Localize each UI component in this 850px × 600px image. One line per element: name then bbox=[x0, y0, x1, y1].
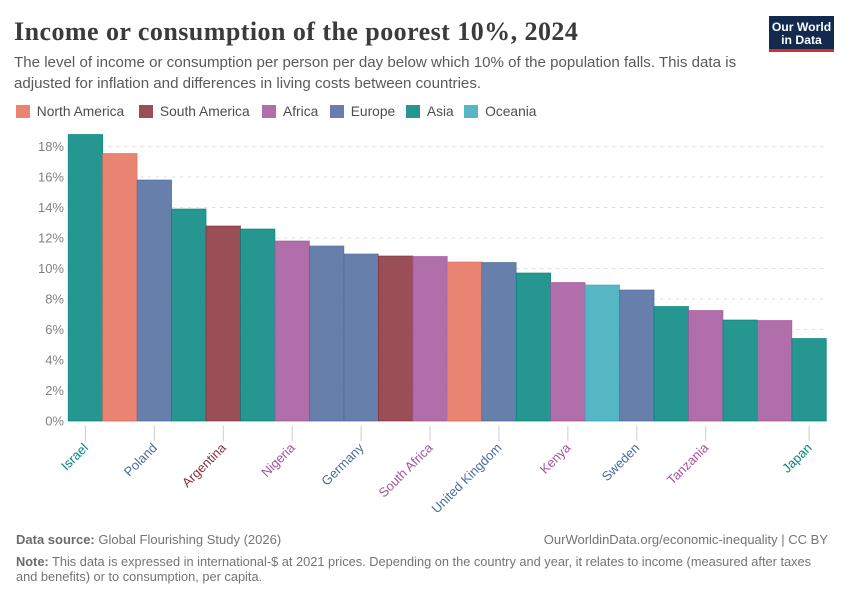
svg-text:Japan: Japan bbox=[779, 440, 815, 476]
svg-text:Nigeria: Nigeria bbox=[258, 440, 298, 480]
svg-text:Germany: Germany bbox=[318, 440, 367, 489]
svg-text:United Kingdom: United Kingdom bbox=[429, 440, 505, 516]
svg-text:6%: 6% bbox=[45, 322, 64, 337]
svg-text:10%: 10% bbox=[38, 261, 64, 276]
svg-text:12%: 12% bbox=[38, 230, 64, 245]
svg-text:14%: 14% bbox=[38, 200, 64, 215]
svg-text:2%: 2% bbox=[45, 383, 64, 398]
svg-text:Argentina: Argentina bbox=[179, 440, 230, 491]
svg-text:Poland: Poland bbox=[121, 440, 160, 479]
svg-text:16%: 16% bbox=[38, 169, 64, 184]
svg-text:South Africa: South Africa bbox=[375, 440, 436, 501]
svg-text:8%: 8% bbox=[45, 291, 64, 306]
svg-text:4%: 4% bbox=[45, 352, 64, 367]
svg-text:Kenya: Kenya bbox=[537, 440, 574, 477]
svg-text:Tanzania: Tanzania bbox=[664, 440, 712, 488]
svg-text:0%: 0% bbox=[45, 413, 64, 428]
svg-text:18%: 18% bbox=[38, 139, 64, 154]
svg-text:Israel: Israel bbox=[58, 440, 91, 473]
svg-text:Sweden: Sweden bbox=[599, 440, 643, 484]
